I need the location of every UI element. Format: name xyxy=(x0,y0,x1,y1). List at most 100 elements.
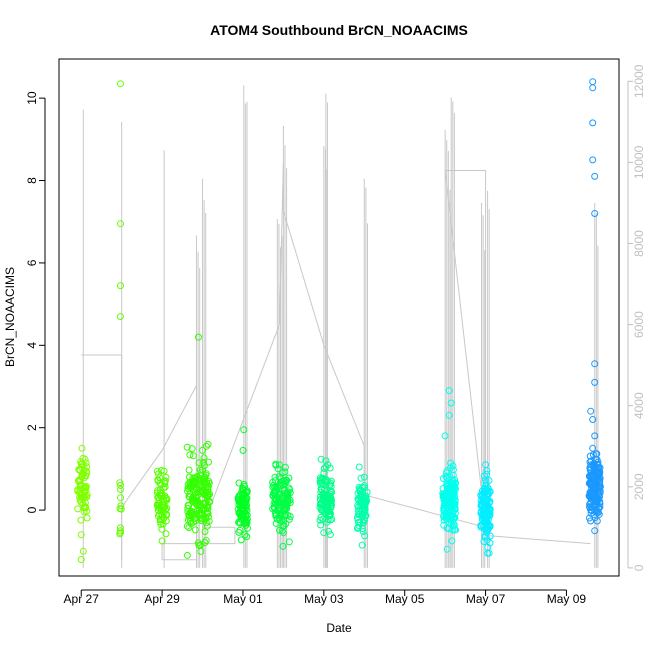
data-point xyxy=(359,519,367,527)
plot-frame xyxy=(58,58,620,577)
data-point xyxy=(481,484,489,492)
y-tick-label: 6 xyxy=(25,259,39,266)
y-tick-label: 10 xyxy=(25,91,39,105)
data-point xyxy=(77,516,85,524)
data-point xyxy=(239,484,247,492)
data-point xyxy=(275,494,283,502)
data-point xyxy=(481,476,489,484)
data-point xyxy=(160,467,168,475)
data-point xyxy=(447,514,455,522)
data-point xyxy=(240,480,248,488)
data-point xyxy=(477,491,485,499)
data-point xyxy=(586,514,593,522)
data-point xyxy=(586,464,594,472)
x-axis: Apr 27 Apr 29 May 01 May 03 May 05 May 07 May … xyxy=(64,589,586,606)
data-point xyxy=(281,480,289,488)
data-point xyxy=(594,509,602,516)
data-point xyxy=(154,502,162,510)
data-point xyxy=(443,545,451,553)
data-point xyxy=(354,514,361,522)
data-point xyxy=(159,520,167,528)
data-point xyxy=(328,515,336,523)
data-point xyxy=(284,488,292,496)
data-point xyxy=(271,503,279,511)
data-point xyxy=(158,525,166,533)
data-point xyxy=(594,485,602,493)
data-point xyxy=(322,457,330,465)
data-point xyxy=(83,469,91,477)
data-point xyxy=(591,491,599,499)
data-point xyxy=(204,505,212,512)
data-point xyxy=(478,501,486,509)
data-point xyxy=(199,489,207,496)
data-point xyxy=(76,485,84,493)
data-point xyxy=(195,459,203,467)
y2-tick-label: 10000 xyxy=(632,145,646,179)
data-point xyxy=(237,513,245,520)
data-point xyxy=(161,477,169,485)
x-axis-label: Date xyxy=(326,621,352,635)
data-point xyxy=(323,491,331,499)
data-point xyxy=(589,416,597,423)
data-point xyxy=(357,491,365,499)
data-point xyxy=(116,479,124,487)
data-point xyxy=(442,503,450,511)
data-point xyxy=(186,451,194,459)
data-point xyxy=(358,541,366,549)
data-point xyxy=(242,497,250,505)
data-point xyxy=(204,513,212,521)
data-point xyxy=(204,440,212,448)
data-point xyxy=(154,476,162,484)
data-point xyxy=(586,491,594,499)
y2-tick-label: 6000 xyxy=(632,311,646,338)
data-point xyxy=(185,466,193,474)
data-point xyxy=(77,498,85,506)
data-point xyxy=(185,524,193,531)
x-tick-label: May 05 xyxy=(385,592,425,606)
data-point xyxy=(447,459,455,467)
data-point xyxy=(199,446,206,454)
y2-tick-label: 8000 xyxy=(632,230,646,257)
data-point xyxy=(117,494,124,502)
data-point xyxy=(319,515,327,523)
data-point xyxy=(317,513,325,521)
data-point xyxy=(441,432,449,440)
data-point xyxy=(589,156,597,164)
data-point xyxy=(76,467,84,475)
data-point xyxy=(77,531,85,539)
data-point xyxy=(443,474,451,482)
data-point xyxy=(191,526,199,534)
data-point xyxy=(117,220,124,228)
data-point xyxy=(485,522,493,530)
data-point xyxy=(449,498,456,506)
data-point xyxy=(324,461,332,469)
data-point xyxy=(285,515,293,523)
data-point xyxy=(596,477,604,485)
data-point xyxy=(361,532,369,540)
data-point xyxy=(447,464,455,472)
data-point xyxy=(589,78,597,86)
data-point xyxy=(197,541,204,549)
data-point xyxy=(192,477,200,485)
data-point xyxy=(588,507,595,515)
secondary-line xyxy=(81,162,591,561)
y-axis-left: 0 2 4 6 8 10 xyxy=(25,91,46,513)
data-point xyxy=(186,482,194,490)
data-point xyxy=(587,407,595,415)
data-point xyxy=(280,505,288,513)
data-point xyxy=(191,510,198,518)
data-point xyxy=(589,84,597,92)
data-point xyxy=(236,526,244,534)
data-point xyxy=(282,478,290,486)
data-point xyxy=(358,506,366,514)
data-point xyxy=(450,521,458,529)
data-point xyxy=(279,529,287,537)
data-point xyxy=(82,459,90,467)
data-point xyxy=(240,505,247,513)
data-point xyxy=(317,488,325,496)
data-point xyxy=(445,489,453,497)
data-point xyxy=(589,481,597,489)
data-point xyxy=(439,475,447,482)
x-tick-label: Apr 27 xyxy=(64,592,100,606)
data-point xyxy=(117,80,124,88)
